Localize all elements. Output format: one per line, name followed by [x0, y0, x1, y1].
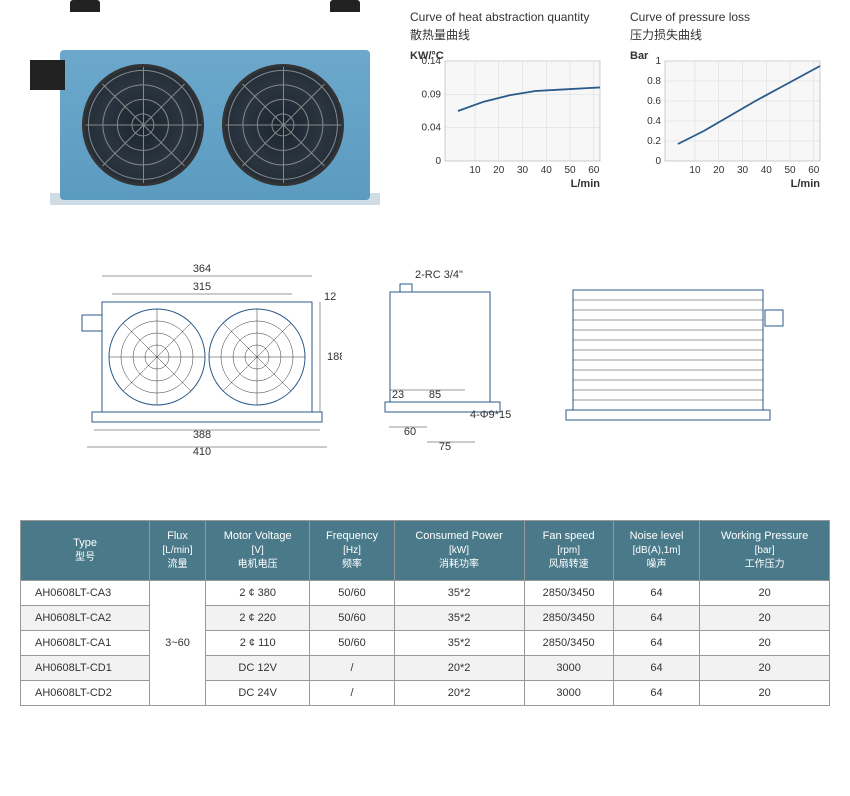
svg-text:0.6: 0.6 — [647, 96, 661, 107]
svg-text:20: 20 — [713, 165, 725, 176]
chart1-svg: 00.040.090.14102030405060KW/°CL/min — [410, 51, 610, 201]
heat-chart: Curve of heat abstraction quantity 散热量曲线… — [410, 10, 610, 210]
svg-text:30: 30 — [517, 165, 529, 176]
svg-text:1: 1 — [655, 56, 661, 67]
col-header: Consumed Power[kW]消耗功率 — [394, 521, 524, 581]
col-header: Type型号 — [21, 521, 150, 581]
svg-text:23: 23 — [392, 389, 404, 401]
svg-text:85: 85 — [429, 389, 441, 401]
svg-text:L/min: L/min — [571, 178, 601, 190]
svg-text:2-RC 3/4": 2-RC 3/4" — [415, 269, 463, 281]
table-row: AH0608LT-CD2DC 24V/20*230006420 — [21, 681, 830, 706]
svg-text:0: 0 — [655, 156, 661, 167]
front-view: 364 315 12 188 388 410 — [62, 260, 342, 460]
svg-text:0: 0 — [435, 156, 441, 167]
technical-drawings: 364 315 12 188 388 410 2-RC 3/4" — [20, 240, 830, 480]
chart1-title-en: Curve of heat abstraction quantity — [410, 10, 610, 24]
svg-text:315: 315 — [192, 281, 210, 293]
svg-text:40: 40 — [541, 165, 553, 176]
col-header: Fan speed[rpm]风扇转速 — [524, 521, 613, 581]
side-view: 2-RC 3/4" 23 85 4-Φ9*15 60 75 — [375, 260, 525, 460]
svg-text:10: 10 — [689, 165, 701, 176]
pressure-chart: Curve of pressure loss 压力损失曲线 0 0.2 0.4 0.6… — [630, 10, 830, 210]
svg-text:75: 75 — [439, 441, 451, 453]
svg-text:12: 12 — [324, 291, 336, 303]
svg-text:188: 188 — [327, 351, 342, 363]
spec-table: Type型号Flux[L/min]流量Motor Voltage[V]电机电压F… — [20, 520, 830, 706]
table-row: AH0608LT-CA22 ¢ 22050/6035*22850/3450642… — [21, 606, 830, 631]
table-row: AH0608LT-CA33~602 ¢ 38050/6035*22850/345… — [21, 581, 830, 606]
svg-text:50: 50 — [564, 165, 576, 176]
chart1-title-cn: 散热量曲线 — [410, 26, 610, 43]
svg-text:0.04: 0.04 — [422, 123, 442, 134]
svg-text:50: 50 — [784, 165, 796, 176]
svg-text:40: 40 — [761, 165, 773, 176]
svg-text:4-Φ9*15: 4-Φ9*15 — [470, 409, 511, 421]
svg-text:410: 410 — [192, 446, 210, 458]
svg-text:30: 30 — [737, 165, 749, 176]
svg-text:L/min: L/min — [791, 178, 821, 190]
chart2-title-en: Curve of pressure loss — [630, 10, 830, 24]
svg-text:KW/°C: KW/°C — [410, 51, 444, 62]
col-header: Noise level[dB(A),1m]噪声 — [613, 521, 699, 581]
col-header: Frequency[Hz]频率 — [310, 521, 394, 581]
table-row: AH0608LT-CD1DC 12V/20*230006420 — [21, 656, 830, 681]
svg-text:60: 60 — [588, 165, 600, 176]
svg-text:388: 388 — [192, 429, 210, 441]
col-header: Motor Voltage[V]电机电压 — [205, 521, 310, 581]
svg-text:Bar: Bar — [630, 51, 649, 62]
col-header: Working Pressure[bar]工作压力 — [700, 521, 830, 581]
svg-text:364: 364 — [192, 263, 210, 275]
svg-text:0.4: 0.4 — [647, 116, 661, 127]
svg-text:0.2: 0.2 — [647, 136, 661, 147]
svg-text:0.8: 0.8 — [647, 76, 661, 87]
rear-view — [558, 270, 788, 450]
chart2-title-cn: 压力损失曲线 — [630, 26, 830, 43]
svg-text:60: 60 — [808, 165, 820, 176]
svg-text:60: 60 — [404, 426, 416, 438]
svg-text:0.09: 0.09 — [422, 89, 442, 100]
table-row: AH0608LT-CA12 ¢ 11050/6035*22850/3450642… — [21, 631, 830, 656]
svg-text:20: 20 — [493, 165, 505, 176]
col-header: Flux[L/min]流量 — [150, 521, 206, 581]
product-photo: DLC — [20, 10, 390, 210]
svg-text:10: 10 — [469, 165, 481, 176]
chart2-svg: 0 0.2 0.4 0.6 0.8 1 10 20 30 40 50 60 Bar L/min — [630, 51, 830, 201]
top-section: DLC — [20, 10, 830, 210]
